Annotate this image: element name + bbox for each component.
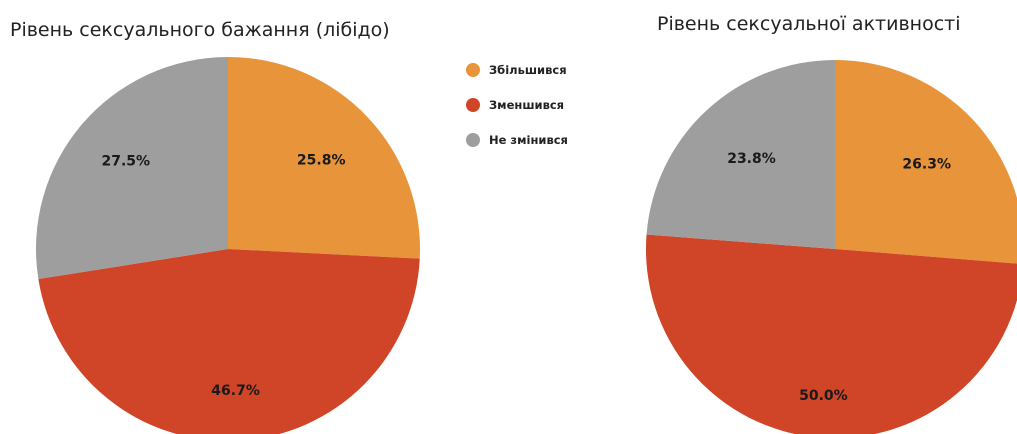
pie-1-label-increased: 26.3% [902, 156, 951, 172]
pie-0-label-increased: 25.8% [297, 152, 346, 168]
pie-0-label-unchanged: 27.5% [102, 154, 151, 170]
chart-title-libido: Рівень сексуального бажання (лібідо) [10, 19, 390, 41]
pie-0-slice-unchanged [35, 56, 228, 280]
pie-0-slice-decreased [38, 249, 420, 434]
pie-1-label-decreased: 50.0% [799, 388, 848, 404]
legend-swatch-increased [466, 62, 480, 77]
pie-0-label-decreased: 46.7% [211, 383, 260, 399]
pie-1-slice-unchanged [646, 60, 835, 249]
legend-label-increased: Збільшився [489, 62, 567, 77]
legend-item-decreased: Зменшився [466, 95, 568, 114]
legend-swatch-unchanged [466, 132, 480, 147]
legend: Збільшився Зменшився Не змінився [466, 60, 568, 165]
legend-item-unchanged: Не змінився [466, 130, 568, 149]
legend-item-increased: Збільшився [466, 60, 568, 79]
pie-1-label-unchanged: 23.8% [727, 151, 776, 167]
legend-label-decreased: Зменшився [489, 97, 565, 112]
pie-1-slice-decreased [646, 234, 1017, 434]
pie-chart-libido: 25.8% 46.7% 27.5% [35, 56, 421, 434]
pie-chart-activity: 26.3% 50.0% 23.8% [646, 60, 1017, 434]
pie-1-slice-increased [835, 60, 1017, 264]
legend-label-unchanged: Не змінився [489, 132, 568, 147]
legend-swatch-decreased [466, 97, 480, 112]
pie-0-slice-increased [228, 57, 421, 259]
chart-title-activity: Рівень сексуальної активності [657, 13, 961, 35]
